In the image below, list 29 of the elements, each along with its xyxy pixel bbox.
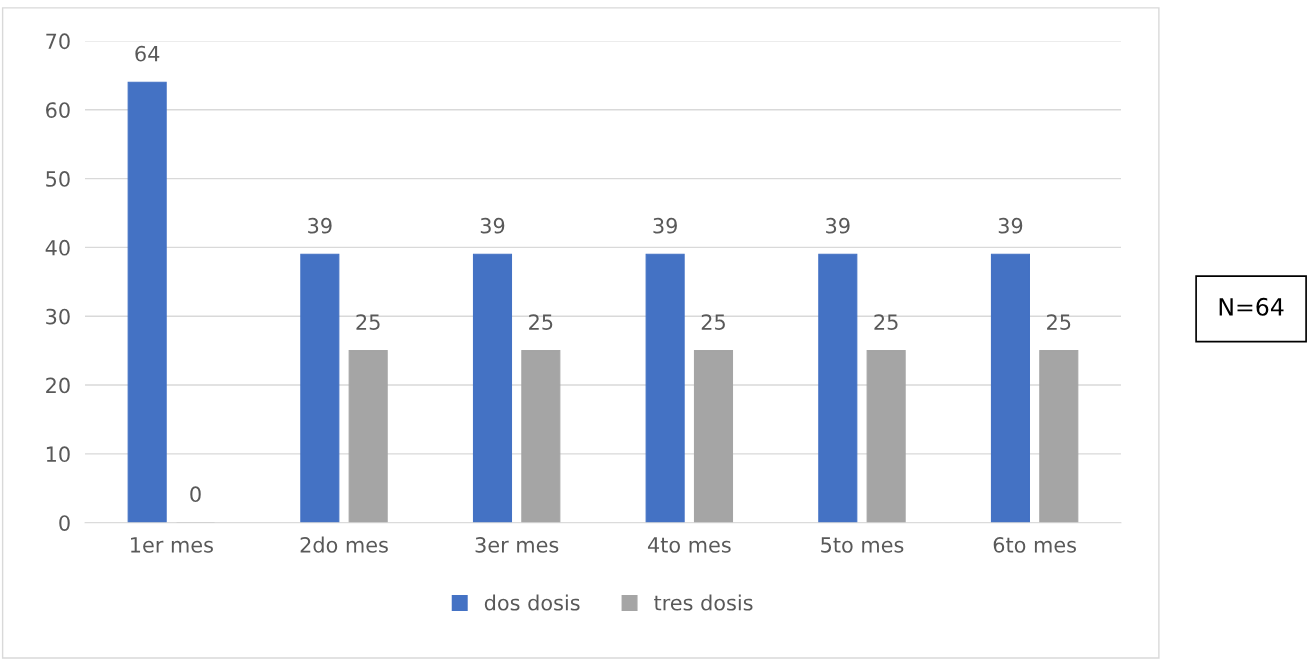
y-tick-label: 60 — [46, 102, 70, 118]
data-label: 25 — [701, 314, 725, 330]
data-label: 39 — [998, 217, 1023, 234]
y-tick-label: 30 — [46, 308, 70, 325]
y-tick-label: 10 — [46, 446, 70, 463]
data-label: 25 — [1047, 314, 1071, 330]
y-tick-label: 0 — [59, 515, 70, 531]
x-tick-label: 5to mes — [821, 537, 904, 553]
y-tick-label: 50 — [46, 171, 70, 187]
x-tick-label: 3er mes — [475, 536, 559, 553]
y-tick-label: 20 — [46, 377, 70, 394]
data-label: 0 — [190, 486, 201, 503]
x-tick-label: 4to mes — [647, 537, 731, 553]
data-label: 39 — [480, 217, 505, 234]
legend-label: dos dosis — [484, 594, 580, 611]
data-label: 39 — [826, 217, 850, 234]
y-tick-label: 70 — [46, 33, 70, 50]
text: N=64 — [1219, 297, 1284, 316]
x-tick-label: 1er mes — [131, 537, 213, 553]
legend-label: tres dosis — [654, 594, 753, 611]
x-tick-label: 2do mes — [300, 536, 388, 553]
data-label: 25 — [529, 314, 553, 330]
data-label: 25 — [874, 314, 898, 330]
data-label: 39 — [653, 217, 677, 234]
data-label: 25 — [356, 314, 380, 330]
x-tick-label: 6to mes — [993, 536, 1076, 553]
data-label: 64 — [135, 45, 160, 62]
data-label: 39 — [308, 217, 332, 234]
y-tick-label: 40 — [45, 239, 70, 256]
